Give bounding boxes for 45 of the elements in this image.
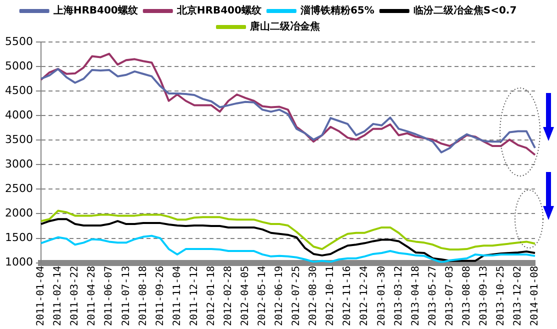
legend-label: 淄博铁精粉65%: [299, 4, 374, 17]
x-tick-label: 2011-12-12: [188, 266, 200, 326]
x-tick-label: 2011-06-07: [104, 266, 115, 326]
y-tick-label: 4500: [4, 84, 33, 97]
y-tick-label: 3500: [4, 132, 33, 146]
x-tick-label: 2013-08-08: [461, 266, 472, 326]
y-tick-label: 3000: [4, 158, 33, 171]
x-tick-label: 2012-01-18: [206, 266, 217, 326]
x-tick-label: 2012-10-11: [325, 266, 336, 326]
y-tick-label: 4000: [4, 108, 33, 122]
x-tick-label: 2012-02-28: [222, 266, 234, 326]
x-tick-label: 2011-07-13: [120, 266, 132, 326]
y-tick-label: 5000: [4, 59, 33, 72]
x-tick-label: 2011-08-18: [138, 266, 149, 326]
legend-label: 北京HRB400螺纹: [176, 4, 262, 17]
y-tick-label: 1500: [4, 231, 33, 244]
x-tick-label: 2012-08-30: [308, 266, 320, 326]
legend-label: 临汾二级冶金焦S<0.7: [413, 4, 517, 17]
x-tick-label: 2011-01-04: [36, 266, 47, 326]
x-tick-label: 2011-09-26: [154, 266, 166, 326]
x-tick-label: 2011-04-28: [86, 266, 98, 326]
x-tick-label: 2013-05-27: [427, 266, 438, 326]
x-tick-label: 2013-09-13: [478, 266, 490, 326]
legend-label: 上海HRB400螺纹: [52, 4, 138, 17]
y-tick-label: 5500: [4, 34, 33, 48]
x-tick-label: 2013-01-30: [376, 266, 388, 326]
x-tick-label: 2013-12-02: [512, 266, 524, 326]
x-tick-label: 2013-07-03: [444, 266, 456, 326]
x-tick-label: 2012-05-14: [257, 266, 268, 326]
y-tick-label: 2500: [4, 182, 33, 196]
x-tick-label: 2013-03-12: [393, 266, 404, 326]
x-tick-label: 2012-11-16: [342, 266, 354, 326]
x-tick-label: 2011-03-22: [70, 266, 81, 326]
x-tick-label: 2012-06-19: [274, 266, 286, 326]
x-tick-label: 2014-01-08: [530, 266, 541, 326]
x-tick-label: 2012-07-25: [291, 266, 302, 326]
y-tick-label: 2000: [4, 206, 33, 220]
x-tick-label: 2012-12-24: [359, 266, 370, 326]
x-tick-label: 2013-10-25: [496, 266, 507, 326]
y-tick-label: 1000: [4, 256, 33, 269]
x-tick-label: 2011-11-04: [172, 266, 183, 326]
x-tick-label: 2011-02-14: [52, 266, 64, 326]
x-tick-label: 2012-04-05: [240, 266, 252, 326]
x-tick-label: 2013-04-18: [410, 266, 422, 326]
legend-label: 唐山二级冶金焦: [249, 20, 320, 33]
